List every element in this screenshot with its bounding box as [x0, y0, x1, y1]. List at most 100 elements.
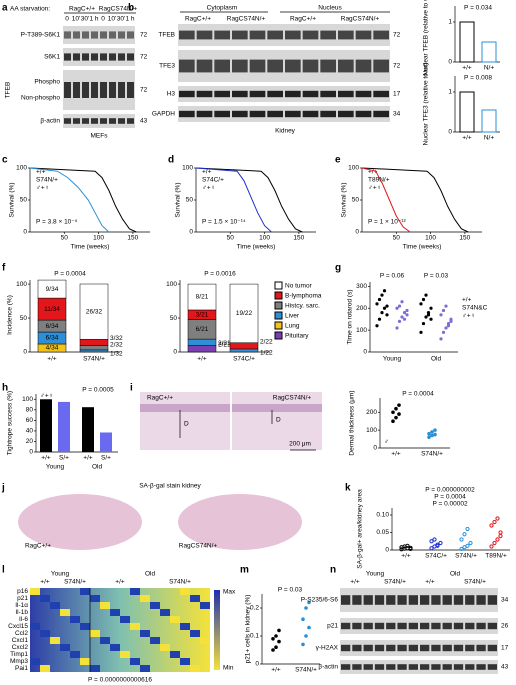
- data-point: [433, 432, 437, 437]
- data-point: [498, 533, 503, 539]
- x-tick-label: S74N/+: [421, 451, 443, 458]
- data-point: [449, 319, 453, 323]
- data-label: 1/32: [110, 351, 123, 358]
- data-point: [433, 428, 437, 432]
- bar: [459, 21, 475, 63]
- data-point: [304, 634, 308, 638]
- axis-title: Time on rotarod (s): [347, 289, 354, 344]
- x-tick-label: +/+: [83, 455, 93, 462]
- row-label: P-S235/6-S6: [301, 597, 339, 604]
- band: [431, 622, 441, 630]
- band: [285, 90, 301, 98]
- band: [363, 622, 373, 630]
- y-tick-label: 50: [170, 315, 178, 322]
- data-label: 2/21: [218, 341, 231, 348]
- p-value: P = 0.0004: [434, 494, 466, 501]
- y-tick-label: 100: [366, 427, 377, 434]
- band-label: Phospho: [34, 79, 60, 86]
- band: [465, 595, 475, 605]
- y-tick-label: 50: [20, 315, 28, 322]
- p-value: P = 0.0016: [204, 271, 236, 278]
- band: [100, 31, 107, 39]
- y-tick-label: 60: [26, 417, 34, 424]
- y-tick-label: 0.05: [376, 529, 389, 536]
- bar: [481, 109, 497, 133]
- p-value: P = 1 × 10⁻¹²: [368, 219, 406, 226]
- heatmap-cell: [120, 616, 130, 623]
- band: [363, 595, 373, 605]
- band: [465, 622, 475, 630]
- band: [320, 90, 336, 98]
- x-tick-label: Young: [383, 356, 402, 363]
- survival-curve: [195, 167, 272, 233]
- heatmap-cell: [140, 595, 150, 602]
- legend-swatch: [274, 331, 283, 340]
- group-label: RagCS74N/+: [99, 6, 138, 13]
- mw-label: 72: [393, 63, 401, 70]
- band: [352, 622, 362, 630]
- data-point: [459, 537, 464, 542]
- gene-label: Cxcl15: [8, 623, 28, 630]
- color-bar: [214, 590, 220, 670]
- band: [214, 90, 230, 98]
- heatmap-cell: [170, 616, 180, 623]
- blot: [178, 106, 390, 122]
- y-tick-label: 0: [448, 59, 452, 66]
- data-point: [375, 302, 379, 306]
- heatmap-cell: [200, 602, 210, 609]
- survival-curve: [29, 167, 137, 233]
- band: [465, 664, 475, 670]
- band: [127, 53, 134, 61]
- bar-segment: [79, 338, 109, 346]
- data-point: [385, 313, 389, 317]
- bar: [58, 401, 70, 452]
- p-value: P = 0.034: [464, 5, 492, 12]
- data-point: [439, 337, 443, 341]
- data-point: [432, 537, 437, 542]
- band: [338, 110, 354, 118]
- group-label: S74N/+: [464, 579, 486, 586]
- band: [352, 664, 362, 670]
- panel-letter: m: [240, 565, 249, 576]
- band: [320, 110, 336, 118]
- axis-title: Survival (%): [341, 182, 348, 217]
- heatmap-cell: [90, 630, 100, 637]
- p-value: P = 0.03: [424, 273, 449, 280]
- heatmap-cell: [110, 644, 120, 651]
- data-point: [391, 419, 395, 424]
- data-point: [429, 546, 434, 551]
- y-tick-label: 100: [22, 396, 33, 403]
- gene-label: Ccl2: [15, 630, 28, 637]
- data-point: [498, 530, 503, 535]
- legend-label: Histcy. sarc.: [285, 303, 320, 310]
- band: [442, 595, 452, 605]
- blot: [340, 640, 498, 656]
- group-label: Young: [51, 571, 70, 578]
- band: [249, 30, 266, 40]
- group-label: +/+: [115, 579, 125, 586]
- band: [487, 622, 497, 630]
- band: [91, 118, 98, 124]
- band: [487, 595, 497, 605]
- data-point: [427, 431, 431, 436]
- band: [373, 110, 389, 118]
- image-label: RagC+/+: [25, 543, 51, 550]
- y-tick-label: 50: [186, 197, 194, 204]
- band: [302, 90, 319, 98]
- epidermis: [140, 404, 230, 412]
- time-label: 10': [72, 16, 80, 23]
- heatmap-cell: [190, 595, 200, 602]
- band: [386, 644, 396, 652]
- data-point: [377, 297, 382, 302]
- data-point: [429, 306, 433, 310]
- band: [397, 644, 407, 652]
- mw-label: 43: [501, 664, 509, 671]
- heatmap-cell: [180, 623, 190, 630]
- group-label: Old: [145, 571, 156, 578]
- axis-title: Time (weeks): [71, 244, 110, 251]
- gene-label: Mmp3: [10, 658, 28, 665]
- sex-label: ♂+♀: [462, 313, 476, 320]
- y-tick-label: 0.2: [250, 605, 259, 612]
- band: [374, 664, 385, 670]
- heatmap-cell: [190, 665, 200, 672]
